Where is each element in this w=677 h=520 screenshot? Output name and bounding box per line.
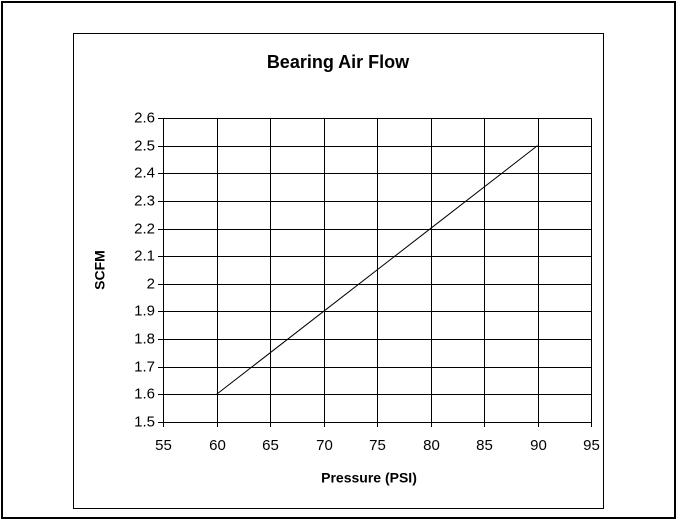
x-tick-label: 90 [530, 437, 547, 454]
x-tick-label: 70 [316, 437, 333, 454]
x-tick-label: 65 [262, 437, 279, 454]
y-tick-label: 1.6 [134, 385, 155, 402]
y-tick-label: 2 [147, 275, 155, 292]
y-tick-label: 2.6 [134, 109, 155, 126]
y-tick-label: 1.8 [134, 330, 155, 347]
y-tick-label: 2.3 [134, 192, 155, 209]
y-tick-label: 1.5 [134, 413, 155, 430]
y-axis-title: SCFM [92, 250, 108, 290]
x-tick-label: 60 [209, 437, 226, 454]
y-tick-label: 2.5 [134, 137, 155, 154]
x-tick-label: 95 [583, 437, 600, 454]
chart-title: Bearing Air Flow [267, 52, 410, 72]
y-tick-label: 1.7 [134, 358, 155, 375]
data-line [216, 145, 538, 395]
x-tick-label: 85 [476, 437, 493, 454]
plot-area [163, 118, 592, 423]
x-axis-title: Pressure (PSI) [321, 470, 417, 486]
x-tick-label: 75 [369, 437, 386, 454]
chart-area [73, 33, 604, 509]
y-tick-label: 2.4 [134, 164, 155, 181]
y-tick-label: 1.9 [134, 302, 155, 319]
y-tick-label: 2.1 [134, 247, 155, 264]
x-tick-label: 55 [155, 437, 172, 454]
y-tick-label: 2.2 [134, 220, 155, 237]
x-tick-label: 80 [423, 437, 440, 454]
